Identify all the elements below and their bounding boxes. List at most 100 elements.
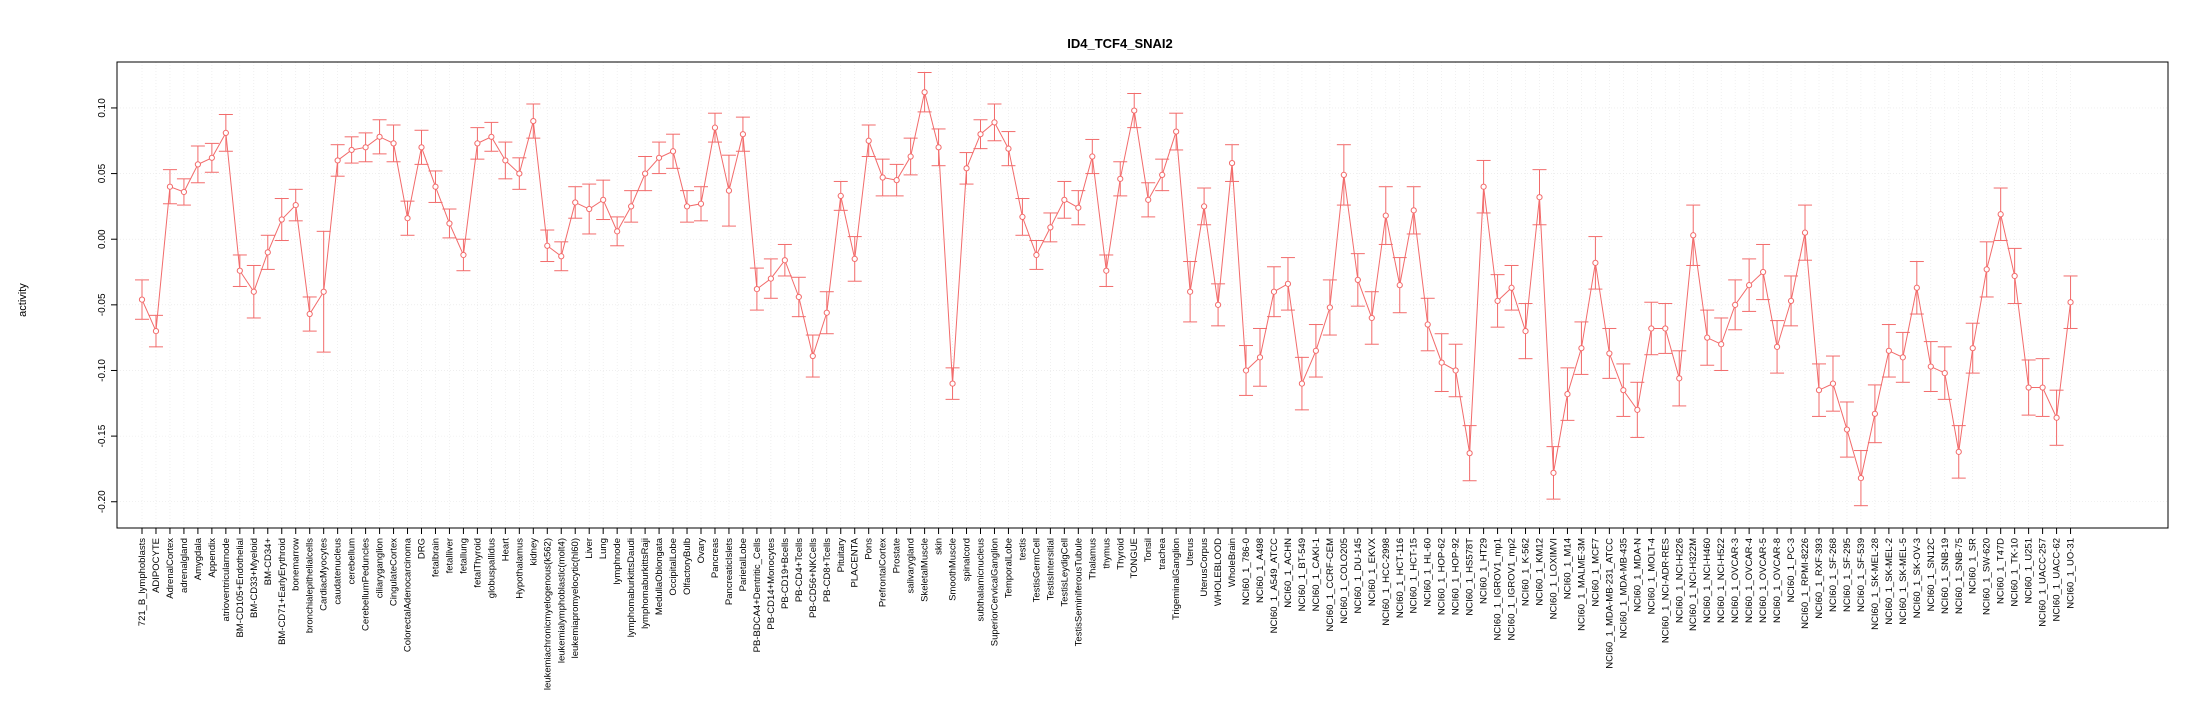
data-point — [1438, 359, 1445, 366]
data-point — [1131, 107, 1138, 114]
y-tick-label: -0.15 — [97, 424, 108, 447]
data-point — [2011, 272, 2018, 280]
x-tick-label: lymphomaburkittsDaudi — [626, 538, 637, 637]
data-point — [264, 249, 271, 256]
x-tick-label: Liver — [584, 538, 595, 559]
x-tick-label: bonemarrow — [291, 538, 302, 591]
x-tick-label: ColorectalAdenocarcinoma — [403, 537, 414, 652]
x-tick-label: NCI60_1_KM12 — [1535, 538, 1546, 606]
data-point — [1117, 175, 1124, 182]
data-point — [1173, 128, 1180, 135]
x-tick-label: PB-BDCA4+Dentritic_Cells — [752, 538, 763, 653]
data-point — [236, 267, 243, 274]
x-tick-label: NCI60_1_SNB-75 — [1954, 538, 1965, 614]
data-point — [823, 309, 830, 316]
data-point — [1228, 159, 1236, 167]
data-point — [683, 203, 691, 210]
x-tick-label: Appendix — [207, 538, 218, 578]
x-tick-label: Tonsil — [1143, 538, 1154, 562]
data-point — [1103, 267, 1110, 274]
data-point — [977, 131, 984, 138]
data-point — [1578, 345, 1585, 352]
x-tick-label: NCI60_1_UO-31 — [2066, 538, 2077, 609]
x-tick-label: NCI60_1_EKVX — [1367, 537, 1378, 606]
data-point — [1508, 284, 1515, 291]
data-point — [194, 161, 201, 168]
data-point — [1871, 410, 1879, 417]
x-tick-label: lymphomaburkittsRaji — [640, 538, 651, 629]
x-tick-label: MedullaOblongata — [654, 537, 665, 615]
x-tick-label: TestisGermCell — [1031, 538, 1042, 602]
data-point — [1843, 426, 1851, 433]
data-point — [1061, 196, 1068, 203]
x-tick-label: NCI60_1_UACC-62 — [2052, 538, 2063, 621]
x-tick-label: WholeBrain — [1227, 538, 1238, 587]
data-point — [642, 170, 649, 177]
data-point — [1047, 224, 1054, 231]
y-axis-label: activity — [17, 283, 29, 317]
data-point — [2053, 414, 2060, 421]
x-tick-label: Pons — [864, 538, 875, 560]
x-tick-label: CardiacMyocytes — [319, 538, 330, 611]
data-point — [1354, 276, 1361, 284]
x-tick-label: NCI60_1_HT29 — [1479, 538, 1490, 604]
data-point — [851, 255, 858, 263]
x-tick-label: fetalliver — [444, 538, 455, 573]
data-point — [1829, 380, 1837, 387]
x-tick-label: NCI60_1_HCC-2998 — [1381, 538, 1392, 626]
data-point — [334, 157, 341, 164]
x-tick-label: leukemiachronicmyelogenous(k562) — [542, 538, 553, 690]
x-tick-label: NCI60_1_SW-620 — [1982, 538, 1993, 615]
x-tick-label: NCI60_1_LOXIMVI — [1548, 538, 1559, 619]
data-point — [488, 133, 495, 140]
x-tick-label: NCI60_1_MCF7 — [1590, 538, 1601, 607]
data-point — [1242, 367, 1250, 374]
x-tick-label: NCI60_1_HL-60 — [1423, 538, 1434, 607]
y-tick-label: -0.20 — [97, 490, 108, 513]
x-tick-label: WHOLEBLOOD — [1213, 538, 1224, 606]
data-point — [655, 154, 663, 161]
x-tick-label: NCI60_1_OVCAR-5 — [1758, 538, 1769, 623]
x-tick-label: NCI60_1_ACHN — [1283, 538, 1294, 608]
x-tick-label: adrenalgland — [179, 538, 190, 593]
data-point — [949, 380, 956, 387]
data-point — [362, 144, 369, 151]
x-tick-label: NCI60_1_NCI-H226 — [1674, 538, 1685, 623]
data-point — [1662, 325, 1669, 332]
data-point — [250, 288, 257, 295]
data-point — [600, 196, 607, 203]
x-tick-label: fetalThyroid — [472, 538, 483, 588]
x-tick-label: trachea — [1157, 537, 1168, 569]
x-tick-label: fetallung — [458, 538, 469, 574]
x-tick-label: SkeletalMuscle — [920, 538, 931, 602]
data-point — [530, 117, 537, 125]
data-point — [1885, 347, 1892, 354]
x-tick-label: Lung — [598, 538, 609, 559]
data-point — [1690, 232, 1697, 239]
x-tick-label: NCI60_1_MOLT-4 — [1646, 538, 1657, 614]
x-tick-label: thymus — [1101, 538, 1112, 569]
data-point — [1760, 268, 1767, 276]
data-point — [348, 146, 355, 154]
x-tick-label: NCI60_1_SR — [1968, 538, 1979, 594]
data-point — [278, 216, 285, 223]
data-point — [152, 327, 160, 335]
data-point — [1452, 367, 1459, 374]
x-tick-label: BM-CD71+EarlyErythroid — [277, 538, 288, 645]
x-tick-label: NCI60_1_HCT-15 — [1409, 538, 1420, 614]
data-point — [306, 310, 313, 318]
x-tick-label: NCI60_1_PC-3 — [1786, 538, 1797, 602]
data-point — [1704, 334, 1711, 341]
x-tick-label: NCI60_1_A549_ATCC — [1269, 538, 1280, 634]
data-point — [1564, 391, 1571, 398]
data-point — [628, 203, 635, 210]
data-point — [1606, 350, 1613, 357]
data-point — [460, 251, 467, 259]
x-tick-label: SuperiorCervicalGanglion — [989, 538, 1000, 646]
data-point — [208, 154, 215, 161]
data-point — [1648, 325, 1655, 332]
data-point — [1746, 282, 1753, 289]
x-tick-label: NCI60_1_HOP-92 — [1451, 538, 1462, 615]
data-point — [963, 165, 970, 172]
x-tick-label: NCI60_1_SF-268 — [1828, 538, 1839, 612]
